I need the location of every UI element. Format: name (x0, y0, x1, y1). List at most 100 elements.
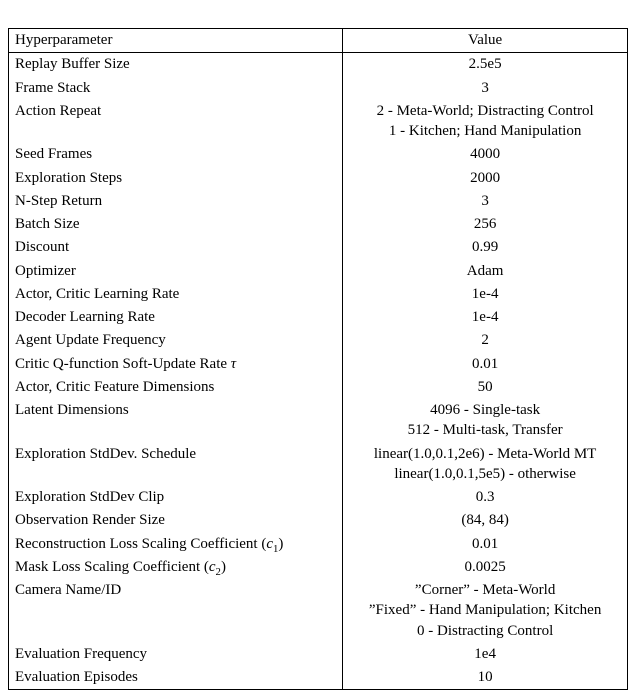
value-line: 4000 (349, 144, 621, 164)
value-line: 2 - Meta-World; Distracting Control (349, 101, 621, 121)
hyperparameter-cell: Action Repeat (9, 100, 343, 144)
table-row: Actor, Critic Feature Dimensions 50 (9, 376, 628, 399)
table-row: Evaluation Episodes 10 (9, 666, 628, 690)
col-header-hyperparameter: Hyperparameter (9, 29, 343, 53)
hyperparameter-cell: Observation Render Size (9, 509, 343, 532)
hyperparameter-cell: Exploration StdDev Clip (9, 486, 343, 509)
value-line: 2.5e5 (349, 54, 621, 74)
value-cell: 50 (343, 376, 628, 399)
value-cell: Adam (343, 260, 628, 283)
table-row: Seed Frames 4000 (9, 143, 628, 166)
value-line: ”Fixed” - Hand Manipulation; Kitchen (349, 600, 621, 620)
table-row: Batch Size 256 (9, 213, 628, 236)
table-row: Critic Q-function Soft-Update Rate τ 0.01 (9, 353, 628, 376)
value-cell: 2 - Meta-World; Distracting Control1 - K… (343, 100, 628, 144)
hyperparameter-cell: Exploration Steps (9, 167, 343, 190)
value-cell: 0.99 (343, 236, 628, 259)
hyperparameter-cell: Evaluation Frequency (9, 643, 343, 666)
hyperparameter-cell: Actor, Critic Learning Rate (9, 283, 343, 306)
hyperparameter-cell: Latent Dimensions (9, 399, 343, 443)
value-cell: linear(1.0,0.1,2e6) - Meta-World MTlinea… (343, 443, 628, 487)
value-cell: 1e4 (343, 643, 628, 666)
value-cell: 4000 (343, 143, 628, 166)
value-line: 256 (349, 214, 621, 234)
table-row: Exploration StdDev. Schedulelinear(1.0,0… (9, 443, 628, 487)
value-cell: 4096 - Single-task512 - Multi-task, Tran… (343, 399, 628, 443)
hyperparameter-cell: Reconstruction Loss Scaling Coefficient … (9, 533, 343, 556)
value-line: (84, 84) (349, 510, 621, 530)
hyperparameter-cell: Agent Update Frequency (9, 329, 343, 352)
value-line: 0.99 (349, 237, 621, 257)
value-line: 3 (349, 78, 621, 98)
value-line: ”Corner” - Meta-World (349, 580, 621, 600)
value-line: 1 - Kitchen; Hand Manipulation (349, 121, 621, 141)
value-line: 50 (349, 377, 621, 397)
hyperparameter-cell: Actor, Critic Feature Dimensions (9, 376, 343, 399)
value-line: Adam (349, 261, 621, 281)
table-row: Optimizer Adam (9, 260, 628, 283)
value-line: 1e4 (349, 644, 621, 664)
table-row: Replay Buffer Size 2.5e5 (9, 53, 628, 77)
value-cell: 2 (343, 329, 628, 352)
hyperparameter-cell: Frame Stack (9, 77, 343, 100)
value-line: 3 (349, 191, 621, 211)
value-line: 4096 - Single-task (349, 400, 621, 420)
value-cell: 1e-4 (343, 283, 628, 306)
table-row: Latent Dimensions4096 - Single-task512 -… (9, 399, 628, 443)
value-cell: 0.01 (343, 353, 628, 376)
value-line: 0.0025 (349, 557, 621, 577)
table-row: N-Step Return 3 (9, 190, 628, 213)
value-line: linear(1.0,0.1,5e5) - otherwise (349, 464, 621, 484)
col-header-value: Value (343, 29, 628, 53)
hyperparameter-cell: Evaluation Episodes (9, 666, 343, 690)
hyperparameter-cell: N-Step Return (9, 190, 343, 213)
value-line: 0 - Distracting Control (349, 621, 621, 641)
table-row: Frame Stack 3 (9, 77, 628, 100)
value-cell: 0.3 (343, 486, 628, 509)
value-line: 0.3 (349, 487, 621, 507)
hyperparameter-cell: Exploration StdDev. Schedule (9, 443, 343, 487)
table-row: Discount 0.99 (9, 236, 628, 259)
value-line: 2000 (349, 168, 621, 188)
value-line: 1e-4 (349, 307, 621, 327)
value-line: 1e-4 (349, 284, 621, 304)
table-row: Action Repeat2 - Meta-World; Distracting… (9, 100, 628, 144)
hyperparameter-table: Hyperparameter Value Replay Buffer Size2… (8, 28, 628, 690)
value-cell: 1e-4 (343, 306, 628, 329)
value-cell: (84, 84) (343, 509, 628, 532)
value-line: 10 (349, 667, 621, 687)
table-row: Camera Name/ID”Corner” - Meta-World”Fixe… (9, 579, 628, 643)
value-line: 2 (349, 330, 621, 350)
table-row: Reconstruction Loss Scaling Coefficient … (9, 533, 628, 556)
hyperparameter-cell: Mask Loss Scaling Coefficient (c2) (9, 556, 343, 579)
hyperparameter-cell: Decoder Learning Rate (9, 306, 343, 329)
hyperparameter-cell: Critic Q-function Soft-Update Rate τ (9, 353, 343, 376)
value-line: linear(1.0,0.1,2e6) - Meta-World MT (349, 444, 621, 464)
value-line: 0.01 (349, 354, 621, 374)
hyperparameter-cell: Replay Buffer Size (9, 53, 343, 77)
table-row: Actor, Critic Learning Rate 1e-4 (9, 283, 628, 306)
table-row: Evaluation Frequency 1e4 (9, 643, 628, 666)
table-row: Observation Render Size (84, 84) (9, 509, 628, 532)
table-row: Mask Loss Scaling Coefficient (c2) 0.0025 (9, 556, 628, 579)
value-cell: 0.01 (343, 533, 628, 556)
value-cell: 2000 (343, 167, 628, 190)
value-cell: 3 (343, 190, 628, 213)
hyperparameter-cell: Seed Frames (9, 143, 343, 166)
value-cell: ”Corner” - Meta-World”Fixed” - Hand Mani… (343, 579, 628, 643)
table-row: Decoder Learning Rate 1e-4 (9, 306, 628, 329)
value-line: 0.01 (349, 534, 621, 554)
value-cell: 256 (343, 213, 628, 236)
hyperparameter-cell: Camera Name/ID (9, 579, 343, 643)
value-cell: 10 (343, 666, 628, 690)
value-cell: 3 (343, 77, 628, 100)
value-line: 512 - Multi-task, Transfer (349, 420, 621, 440)
hyperparameter-cell: Batch Size (9, 213, 343, 236)
value-cell: 0.0025 (343, 556, 628, 579)
hyperparameter-cell: Optimizer (9, 260, 343, 283)
hyperparameter-cell: Discount (9, 236, 343, 259)
table-row: Exploration Steps 2000 (9, 167, 628, 190)
table-header-row: Hyperparameter Value (9, 29, 628, 53)
value-cell: 2.5e5 (343, 53, 628, 77)
table-row: Agent Update Frequency 2 (9, 329, 628, 352)
